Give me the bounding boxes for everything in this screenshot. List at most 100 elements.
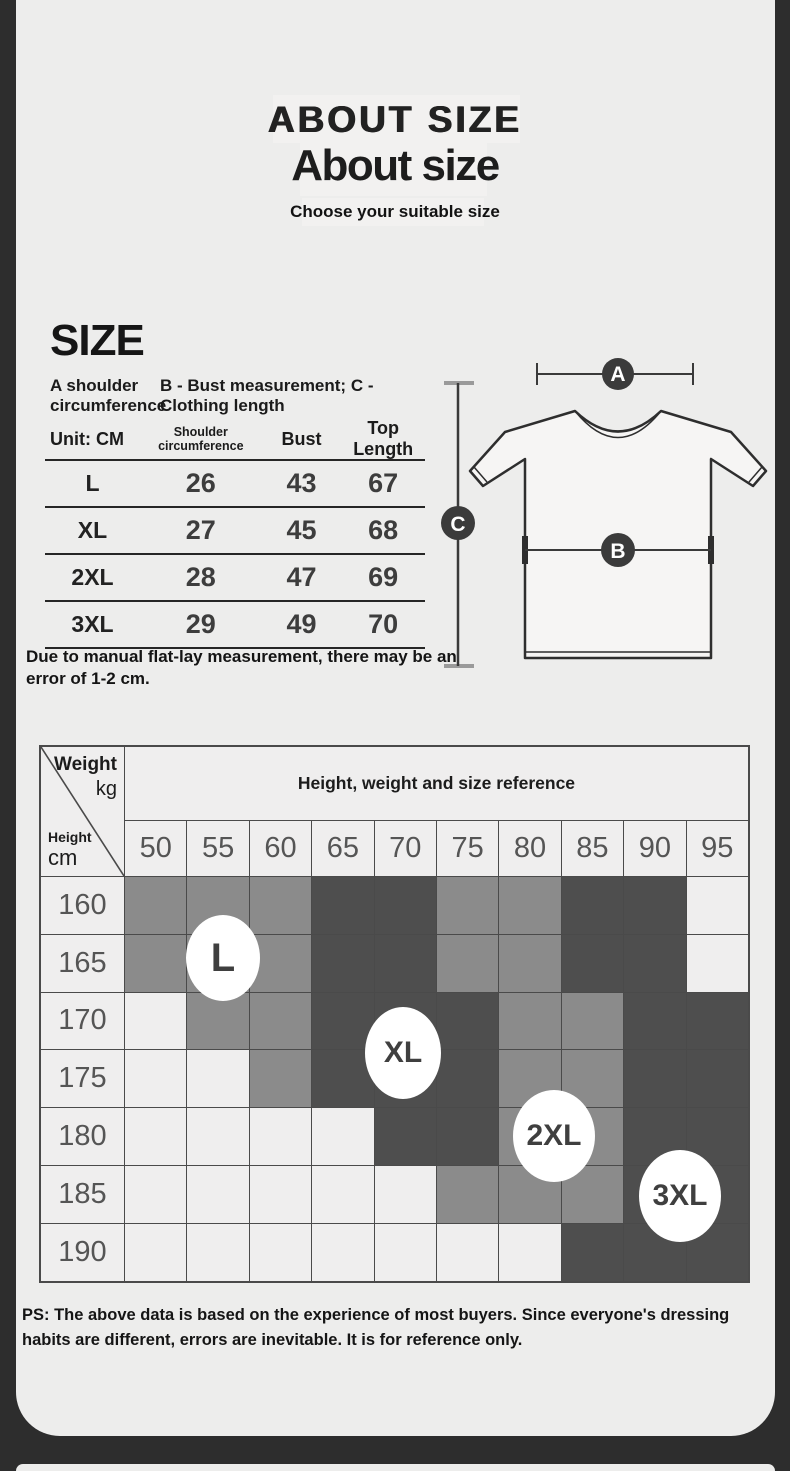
next-card-top	[16, 1464, 775, 1471]
grid-cell-d	[312, 1050, 374, 1108]
marker-a-badge: A	[602, 358, 634, 390]
grid-cell-d	[374, 877, 436, 934]
grid-cell-m	[249, 992, 312, 1050]
grid-cell-m	[125, 934, 187, 992]
height-row-label: 190	[41, 1223, 124, 1281]
grid-cell-l	[374, 1223, 436, 1281]
grid-cell-m	[499, 992, 561, 1050]
grid-cell-d	[686, 1050, 748, 1108]
grid-cell-d	[686, 992, 748, 1050]
grid-cell-m	[249, 934, 312, 992]
grid-cell-l	[686, 934, 748, 992]
bust-value: 43	[286, 468, 317, 498]
size-table-row: 3XL 29 49 70	[45, 602, 425, 649]
shoulder-value: 28	[185, 562, 216, 592]
size-marker-2xl: 2XL	[513, 1090, 595, 1182]
grid-cell-m	[561, 992, 624, 1050]
tshirt-measurement-diagram: A B C	[441, 358, 768, 668]
grid-cell-d	[312, 877, 374, 934]
height-row-label: 170	[41, 992, 124, 1050]
grid-cell-l	[125, 1050, 187, 1108]
grid-cell-d	[561, 1223, 624, 1281]
grid-cell-l	[249, 1223, 312, 1281]
shoulder-value: 29	[185, 609, 216, 639]
grid-cell-l	[249, 1108, 312, 1165]
grid-cell-m	[499, 877, 561, 934]
grid-cell-d	[561, 934, 624, 992]
grid-cell-l	[187, 1108, 249, 1165]
weight-label: Weight	[54, 754, 117, 775]
size-grid: Weight kg Height cm Height, weight and s…	[39, 745, 750, 1283]
weight-axis-label: Weight kg	[54, 754, 117, 801]
grid-cell-m	[249, 1050, 312, 1108]
grid-cell-d	[624, 992, 686, 1050]
height-row-label: 175	[41, 1050, 124, 1108]
grid-cell-m	[249, 877, 312, 934]
height-row-label: 180	[41, 1108, 124, 1165]
marker-c-badge: C	[441, 506, 475, 540]
grid-cell-d	[312, 992, 374, 1050]
weight-column-header: 90	[624, 821, 686, 876]
bust-value: 49	[286, 609, 317, 639]
grid-cell-d	[436, 992, 499, 1050]
grid-cell-d	[624, 934, 686, 992]
weight-column-header: 70	[374, 821, 436, 876]
shoulder-value: 26	[185, 468, 216, 498]
weight-column-header: 50	[125, 821, 187, 876]
grid-cell-l	[187, 1223, 249, 1281]
grid-cell-l	[125, 992, 187, 1050]
about-size-caps-title: ABOUT SIZE	[267, 99, 523, 140]
top-length-value: 70	[368, 609, 399, 639]
size-table-header: Unit: CM Shoulder circumference Bust Top…	[45, 418, 425, 461]
grid-cell-l	[125, 1223, 187, 1281]
top-length-value: 67	[368, 468, 399, 498]
unit-label: Unit: CM	[50, 428, 124, 449]
shoulder-value: 27	[185, 515, 216, 545]
weight-column-header: 60	[249, 821, 312, 876]
size-marker-l: L	[186, 915, 260, 1001]
marker-a-label: A	[610, 363, 625, 386]
height-row-label: 160	[41, 877, 124, 934]
column-header-top-length: Top Length	[353, 418, 414, 459]
top-length-value: 68	[368, 515, 399, 545]
grid-cell-l	[499, 1223, 561, 1281]
grid-cell-m	[436, 934, 499, 992]
column-header-shoulder: Shoulder circumference	[158, 424, 244, 453]
weight-column-header: 65	[312, 821, 374, 876]
weight-column-header: 75	[436, 821, 499, 876]
tagline-backdrop	[302, 198, 484, 226]
grid-cell-l	[312, 1108, 374, 1165]
marker-b-label: B	[610, 540, 625, 563]
marker-c-label: C	[450, 513, 465, 536]
grid-title: Height, weight and size reference	[125, 747, 748, 820]
label-bust-and-length: B - Bust measurement; C - Clothing lengt…	[160, 376, 374, 415]
grid-cell-m	[187, 992, 249, 1050]
grid-cell-d	[312, 934, 374, 992]
grid-cell-l	[249, 1165, 312, 1223]
diagonal-divider	[41, 747, 124, 876]
grid-cell-d	[561, 877, 624, 934]
grid-cell-l	[125, 1108, 187, 1165]
grid-corner-cell: Weight kg Height cm	[41, 747, 124, 876]
grid-cell-m	[436, 877, 499, 934]
height-axis-label: Height cm	[48, 829, 92, 871]
height-row-label: 165	[41, 934, 124, 992]
subtitle-backdrop	[300, 140, 487, 196]
grid-cell-l	[436, 1223, 499, 1281]
grid-cell-m	[125, 877, 187, 934]
size-table-row: 2XL 28 47 69	[45, 555, 425, 602]
grid-cell-d	[436, 1108, 499, 1165]
grid-cell-l	[187, 1165, 249, 1223]
grid-cell-d	[436, 1050, 499, 1108]
footer-note: PS: The above data is based on the exper…	[22, 1306, 730, 1349]
size-row-label: 3XL	[71, 611, 114, 637]
height-unit: cm	[48, 845, 78, 870]
grid-cell-d	[374, 1108, 436, 1165]
title-backdrop	[273, 95, 520, 143]
about-size-title: About size	[291, 141, 500, 190]
grid-cell-l	[374, 1165, 436, 1223]
grid-cell-m	[499, 934, 561, 992]
size-marker-3xl: 3XL	[639, 1150, 721, 1242]
size-section-heading: SIZE	[50, 316, 145, 365]
marker-b-badge: B	[601, 533, 635, 567]
